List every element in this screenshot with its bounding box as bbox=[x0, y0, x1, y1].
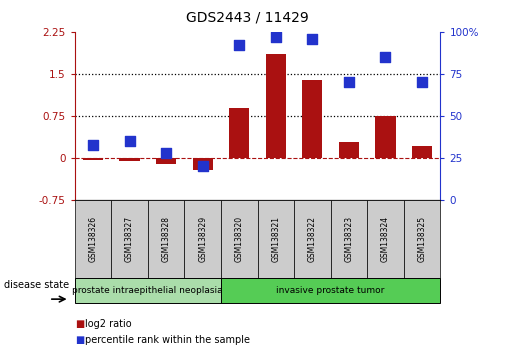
Point bbox=[271, 34, 280, 40]
Point bbox=[162, 150, 170, 156]
Bar bbox=[375, 116, 396, 158]
Point bbox=[235, 42, 243, 48]
Text: GSM138325: GSM138325 bbox=[418, 216, 426, 262]
Text: GSM138320: GSM138320 bbox=[235, 216, 244, 262]
Bar bbox=[229, 108, 249, 158]
Text: GSM138327: GSM138327 bbox=[125, 216, 134, 262]
Text: invasive prostate tumor: invasive prostate tumor bbox=[277, 286, 385, 295]
Text: GSM138323: GSM138323 bbox=[345, 216, 353, 262]
Text: GSM138322: GSM138322 bbox=[308, 216, 317, 262]
Bar bbox=[119, 158, 140, 161]
Point bbox=[308, 36, 316, 41]
Text: disease state: disease state bbox=[4, 280, 69, 290]
Text: GSM138329: GSM138329 bbox=[198, 216, 207, 262]
Point bbox=[89, 142, 97, 147]
Bar bbox=[156, 158, 176, 164]
Text: percentile rank within the sample: percentile rank within the sample bbox=[85, 335, 250, 345]
Text: log2 ratio: log2 ratio bbox=[85, 319, 132, 329]
Point bbox=[125, 138, 133, 144]
Text: ■: ■ bbox=[75, 319, 84, 329]
Point bbox=[198, 164, 207, 169]
Bar bbox=[412, 145, 432, 158]
Text: GDS2443 / 11429: GDS2443 / 11429 bbox=[186, 11, 308, 25]
Text: GSM138328: GSM138328 bbox=[162, 216, 170, 262]
Bar bbox=[83, 158, 103, 160]
Bar bbox=[266, 54, 286, 158]
Bar bbox=[193, 158, 213, 170]
Bar bbox=[339, 142, 359, 158]
Text: GSM138324: GSM138324 bbox=[381, 216, 390, 262]
Text: GSM138321: GSM138321 bbox=[271, 216, 280, 262]
Point bbox=[345, 80, 353, 85]
Point bbox=[381, 54, 389, 60]
Point bbox=[418, 80, 426, 85]
Bar bbox=[302, 80, 322, 158]
Text: ■: ■ bbox=[75, 335, 84, 345]
Text: prostate intraepithelial neoplasia: prostate intraepithelial neoplasia bbox=[73, 286, 223, 295]
Text: GSM138326: GSM138326 bbox=[89, 216, 97, 262]
